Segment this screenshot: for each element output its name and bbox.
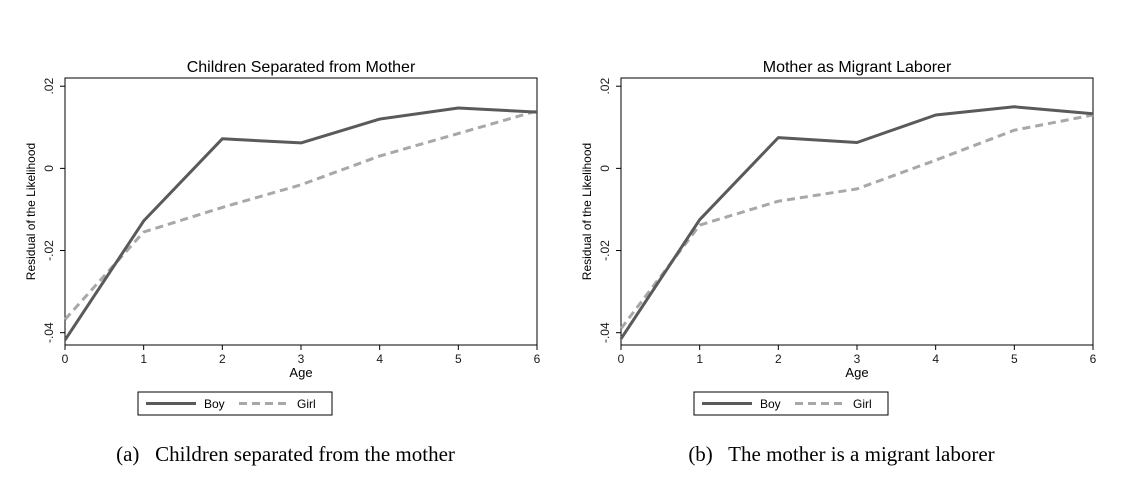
chart-a: Children Separated from Mother -.04 -.02 0.… — [24, 59, 541, 416]
x-tick-label: 6 — [1090, 352, 1097, 366]
x-tick-label: 0 — [618, 352, 625, 366]
x-tick-label: 0 — [62, 352, 69, 366]
y-tick-label: 0 — [598, 165, 612, 172]
legend-label-girl: Girl — [853, 397, 872, 411]
x-tick-label: 1 — [696, 352, 703, 366]
series-line-boy — [619, 105, 1094, 340]
y-tick-label: -.02 — [598, 240, 612, 261]
x-tick-label: 4 — [376, 352, 383, 366]
plot-frame — [620, 77, 1094, 346]
y-tick-label: 0 — [42, 165, 56, 172]
x-tick-label: 2 — [775, 352, 782, 366]
series-line-boy — [63, 106, 538, 341]
series-line-girl — [619, 113, 1094, 330]
x-tick-label: 5 — [455, 352, 462, 366]
y-tick-label: -.04 — [42, 322, 56, 343]
caption-a: (a) Children separated from the mother — [116, 442, 455, 466]
chart-panel-b: Mother as Migrant Laborer -.04 -.02 0 .02 0 1 2… — [556, 0, 1127, 499]
x-tick-label: 4 — [932, 352, 939, 366]
x-tick-label: 1 — [140, 352, 147, 366]
y-tick-label: .02 — [598, 78, 612, 95]
legend-label-boy: Boy — [760, 397, 781, 411]
x-tick-label: 5 — [1011, 352, 1018, 366]
legend-box — [693, 391, 889, 416]
y-axis-label: Residual of the Likelihood — [24, 143, 38, 280]
caption-b: (b) The mother is a migrant laborer — [688, 442, 995, 466]
plot-frame — [64, 77, 538, 346]
x-tick-label: 3 — [854, 352, 861, 366]
chart-panel-a: Children Separated from Mother -.04 -.02 0.… — [24, 59, 541, 466]
y-tick-label: -.02 — [42, 240, 56, 261]
legend-box — [137, 391, 333, 416]
y-tick-label: .02 — [42, 78, 56, 95]
y-tick-label: -.04 — [598, 322, 612, 343]
x-tick-label: 6 — [534, 352, 541, 366]
y-axis-label: Residual of the Likelihood — [580, 143, 594, 280]
chart-b: Mother as Migrant Laborer -.04 -.02 0 .02 0 1 2… — [580, 59, 1097, 416]
chart-title: Children Separated from Mother — [187, 59, 416, 76]
x-axis-label: Age — [289, 365, 312, 380]
x-axis-label: Age — [845, 365, 868, 380]
chart-title: Mother as Migrant Laborer — [763, 59, 952, 76]
legend-label-boy: Boy — [204, 397, 225, 411]
x-tick-label: 3 — [298, 352, 305, 366]
legend-label-girl: Girl — [297, 397, 316, 411]
series-line-girl — [63, 109, 538, 321]
x-tick-label: 2 — [219, 352, 226, 366]
